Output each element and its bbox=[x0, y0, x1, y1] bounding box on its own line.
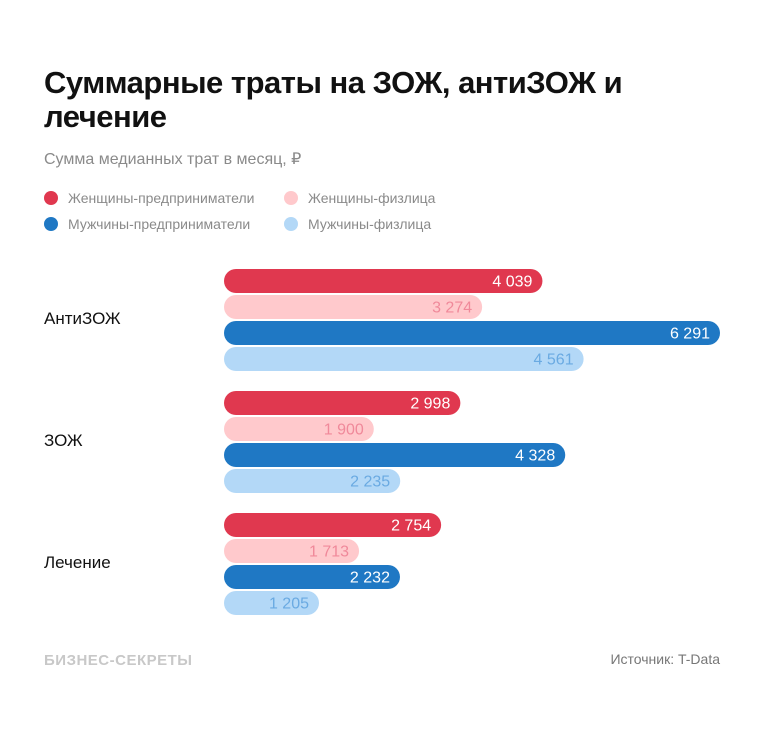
bar bbox=[224, 417, 374, 441]
bar bbox=[224, 469, 401, 493]
data-label: 1 713 bbox=[309, 544, 349, 561]
legend-swatch bbox=[284, 217, 298, 231]
data-label: 1 205 bbox=[269, 596, 309, 613]
legend-item: Мужчины-предприниматели bbox=[44, 216, 250, 232]
bar bbox=[224, 295, 483, 319]
bar bbox=[224, 539, 360, 563]
data-label: 2 232 bbox=[350, 570, 390, 587]
data-label: 6 291 bbox=[670, 326, 710, 343]
legend-swatch bbox=[44, 217, 58, 231]
data-label: 2 754 bbox=[391, 518, 431, 535]
category-label: АнтиЗОЖ bbox=[44, 309, 121, 328]
legend-label: Женщины-предприниматели bbox=[68, 190, 255, 206]
data-label: 2 235 bbox=[350, 474, 390, 491]
bar bbox=[224, 565, 400, 589]
bar bbox=[224, 269, 543, 293]
chart-title: Суммарные траты на ЗОЖ, антиЗОЖ и лечени… bbox=[44, 65, 623, 134]
data-label: 4 328 bbox=[515, 448, 555, 465]
brand-logo: БИЗНЕС-СЕКРЕТЫ bbox=[44, 652, 193, 669]
data-label: 1 900 bbox=[324, 422, 364, 439]
legend-item: Мужчины-физлица bbox=[284, 216, 431, 232]
data-label: 2 998 bbox=[410, 396, 450, 413]
category-label: ЗОЖ bbox=[44, 431, 83, 450]
bar bbox=[224, 391, 461, 415]
bar bbox=[224, 443, 566, 467]
bar bbox=[224, 513, 442, 537]
data-label: 3 274 bbox=[432, 300, 472, 317]
bar bbox=[224, 321, 720, 345]
legend-label: Мужчины-предприниматели bbox=[68, 216, 251, 232]
legend-item: Женщины-предприниматели bbox=[44, 190, 255, 206]
data-label: 4 561 bbox=[534, 352, 574, 369]
legend-item: Женщины-физлица bbox=[284, 190, 435, 206]
legend-label: Мужчины-физлица bbox=[308, 216, 432, 232]
bar bbox=[224, 591, 320, 615]
chart-subtitle: Сумма медианных трат в месяц, ₽ bbox=[44, 151, 302, 168]
legend-label: Женщины-физлица bbox=[308, 190, 436, 206]
legend-swatch bbox=[284, 191, 298, 205]
data-label: 4 039 bbox=[492, 274, 532, 291]
category-label: Лечение bbox=[44, 553, 111, 572]
source-note: Источник: T-Data bbox=[610, 651, 720, 667]
bar bbox=[224, 347, 584, 371]
legend-swatch bbox=[44, 191, 58, 205]
